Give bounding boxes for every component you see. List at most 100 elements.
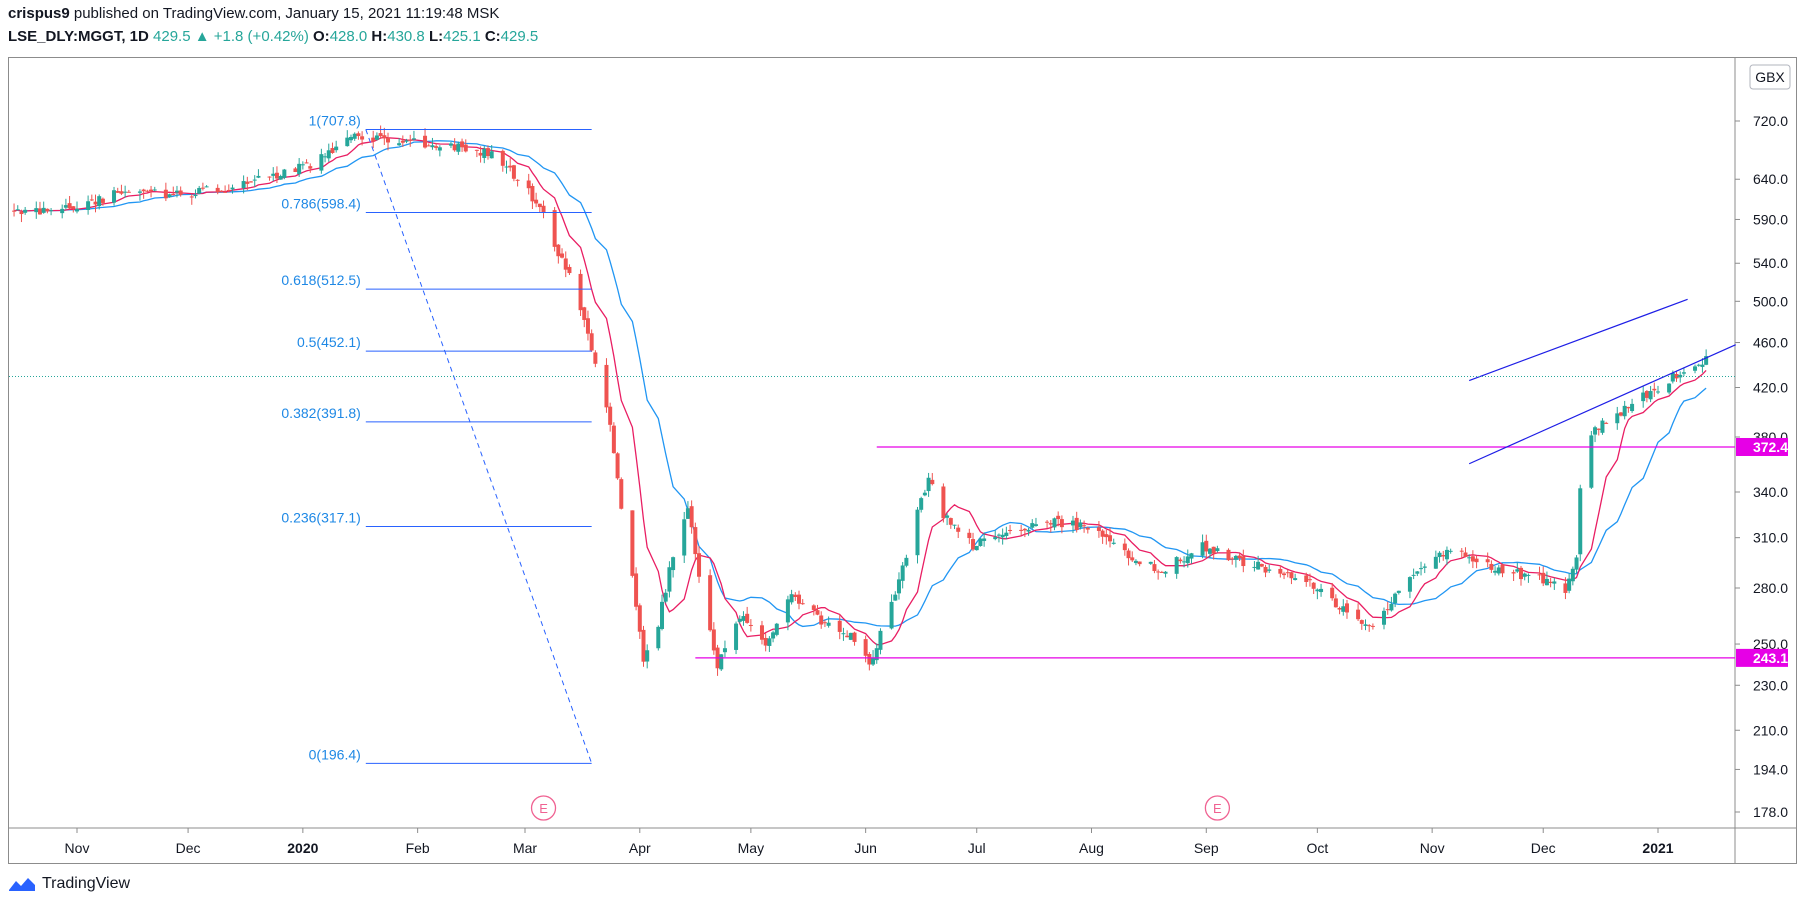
candle-body — [323, 156, 328, 158]
candle-body — [1000, 534, 1005, 538]
level-price-label: 372.4 — [1753, 439, 1788, 455]
candle-body — [1074, 517, 1079, 530]
candle-body — [1285, 572, 1290, 574]
candle-body — [1526, 574, 1531, 576]
candle-body — [563, 258, 568, 270]
candle-body — [693, 527, 698, 555]
candle-body — [800, 603, 805, 605]
candle-body — [1319, 588, 1324, 593]
candle-body — [1393, 593, 1398, 604]
candle-body — [178, 190, 183, 195]
close-value: 429.5 — [500, 28, 539, 45]
close-label: C: — [484, 28, 501, 45]
candle-body — [223, 191, 228, 193]
fib-level-label: 0.236(317.1) — [281, 509, 360, 525]
candle-body — [948, 518, 953, 525]
candle-body — [971, 539, 976, 550]
candle-body — [1237, 555, 1242, 559]
candle-body — [1367, 625, 1372, 627]
candle-body — [660, 601, 665, 629]
candle-body — [115, 191, 120, 193]
candle-body — [1022, 528, 1027, 531]
candle-body — [1052, 518, 1057, 528]
y-tick-label: 310.0 — [1753, 530, 1788, 546]
y-tick-label: 250.0 — [1753, 636, 1788, 652]
candle-body — [348, 136, 353, 141]
candle-body — [63, 205, 68, 208]
candle-body — [608, 406, 613, 425]
x-tick-label: Dec — [1531, 840, 1556, 856]
candle-body — [1333, 598, 1338, 608]
candle-body — [334, 146, 339, 151]
candle-body — [1033, 524, 1038, 526]
candle-body — [434, 146, 439, 148]
candle-body — [952, 524, 957, 526]
candle-body — [1315, 589, 1320, 592]
candle-body — [900, 565, 905, 581]
candle-body — [1263, 566, 1268, 573]
x-tick-label: Sep — [1194, 840, 1219, 856]
candle-body — [1693, 366, 1698, 371]
candle-body — [1448, 550, 1453, 552]
candle-body — [1211, 546, 1216, 554]
candle-body — [282, 169, 287, 178]
tradingview-brand[interactable]: TradingView — [8, 875, 130, 893]
candle-body — [634, 573, 639, 607]
candle-body — [1307, 579, 1312, 581]
candle-body — [1241, 556, 1246, 567]
candle-body — [1389, 603, 1394, 611]
last-price: 429.5 — [153, 28, 191, 45]
candle-body — [1544, 578, 1549, 586]
candle-body — [1189, 553, 1194, 559]
candle-body — [578, 273, 583, 311]
candle-body — [541, 205, 546, 213]
candle-body — [1385, 609, 1390, 611]
author-name[interactable]: crispus9 — [8, 5, 70, 22]
candle-body — [511, 165, 516, 179]
candle-body — [319, 154, 324, 171]
candle-body — [386, 137, 391, 143]
candle-body — [1045, 521, 1050, 523]
candle-body — [789, 594, 794, 603]
candle-body — [1059, 519, 1064, 528]
candle-body — [1696, 364, 1701, 366]
candle-body — [711, 629, 716, 651]
candle-body — [1259, 563, 1264, 567]
x-tick-label: Apr — [629, 840, 651, 856]
candle-body — [845, 635, 850, 638]
candle-body — [1681, 372, 1686, 374]
candle-body — [878, 630, 883, 650]
candle-body — [1648, 391, 1653, 400]
candle-body — [408, 139, 413, 141]
candle-body — [197, 187, 202, 194]
candle-body — [1644, 391, 1649, 398]
y-tick-label: 540.0 — [1753, 255, 1788, 271]
candle-body — [1163, 571, 1168, 574]
candle-body — [811, 605, 816, 610]
candle-body — [996, 534, 1001, 536]
candle-body — [1411, 574, 1416, 576]
candle-body — [1396, 590, 1401, 593]
candle-body — [1178, 559, 1183, 562]
candle-body — [867, 654, 872, 665]
candle-body — [1596, 428, 1601, 430]
y-tick-label: 178.0 — [1753, 804, 1788, 820]
price-change: +1.8 (+0.42%) — [213, 28, 309, 45]
candle-body — [1293, 578, 1298, 581]
candle-body — [1282, 573, 1287, 576]
low-label: L: — [428, 28, 444, 45]
candle-body — [1359, 620, 1364, 624]
candle-body — [241, 181, 246, 189]
candle-body — [500, 150, 505, 166]
x-tick-label: Nov — [65, 840, 90, 856]
candle-body — [411, 138, 416, 140]
candle-body — [589, 333, 594, 351]
candle-body — [689, 506, 694, 528]
candle-body — [352, 133, 357, 139]
fib-level-label: 0(196.4) — [309, 746, 361, 762]
candle-body — [1474, 558, 1479, 563]
candle-body — [1030, 523, 1035, 528]
earnings-marker-label: E — [1213, 801, 1222, 816]
candle-body — [1667, 383, 1672, 393]
